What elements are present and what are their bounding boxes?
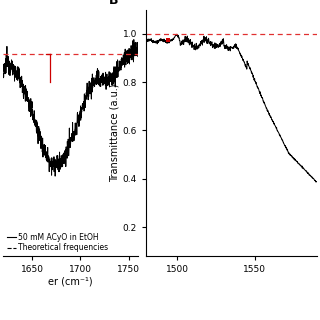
X-axis label: er (cm⁻¹): er (cm⁻¹) [49,277,93,287]
Legend: 50 mM ACyO in EtOH, Theoretical frequencies: 50 mM ACyO in EtOH, Theoretical frequenc… [7,233,108,252]
Y-axis label: Transmittance (a.u.): Transmittance (a.u.) [110,84,120,182]
Text: B: B [108,0,118,7]
